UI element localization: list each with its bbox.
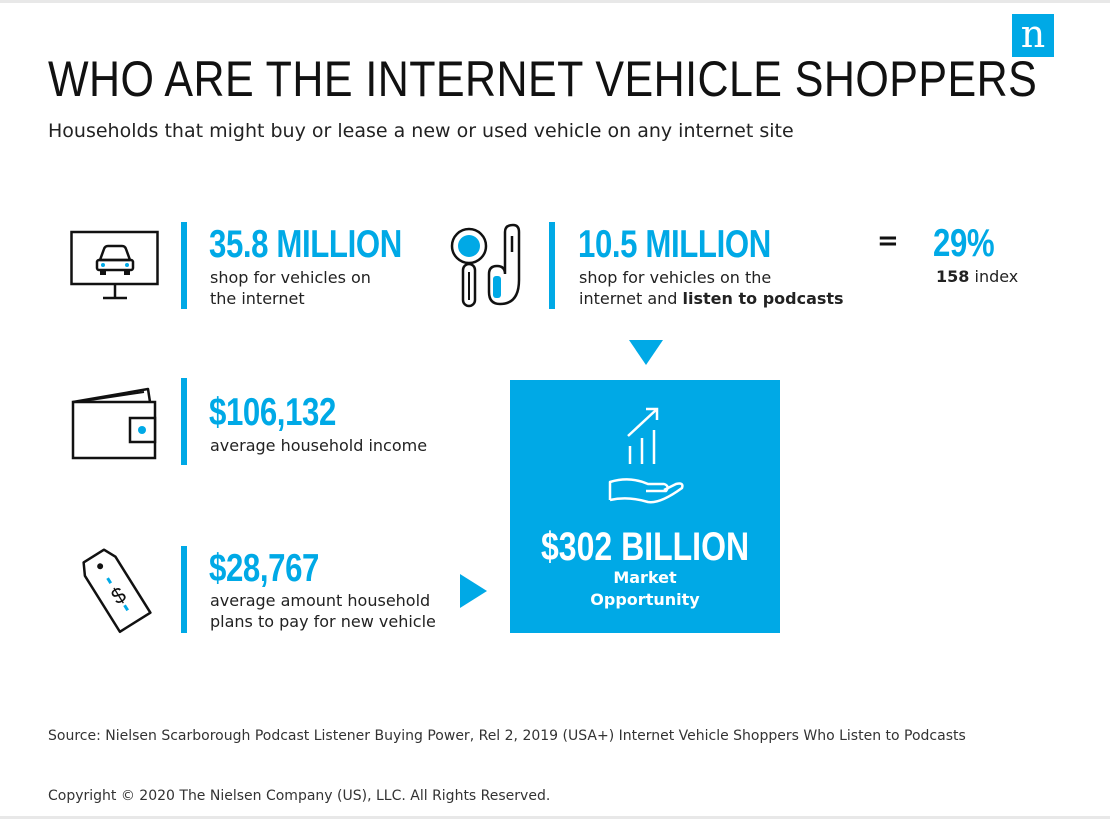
vehicle-spend-value: $28,767 (209, 547, 319, 590)
magnifier-earbud-icon (450, 223, 521, 308)
source-note: Source: Nielsen Scarborough Podcast List… (48, 728, 966, 744)
copyright-note: Copyright © 2020 The Nielsen Company (US… (48, 788, 551, 804)
share-percent: 29% (933, 222, 995, 265)
index-value: 158 index (936, 267, 1019, 286)
hand-growth-chart-icon (608, 407, 684, 504)
page-subtitle: Households that might buy or lease a new… (48, 120, 794, 142)
top-divider (0, 0, 1110, 3)
shoppers-description: shop for vehicles on the internet (210, 268, 371, 308)
price-tag-icon: $ (82, 548, 152, 634)
down-arrow-icon (629, 340, 663, 365)
right-arrow-icon (460, 574, 487, 608)
nielsen-logo: n (1012, 14, 1054, 57)
accent-bar (181, 222, 187, 309)
accent-bar (549, 222, 555, 309)
opportunity-value: $302 BILLION (540, 525, 750, 569)
vehicle-spend-description: average amount household plans to pay fo… (210, 591, 436, 631)
income-description: average household income (210, 436, 428, 455)
accent-bar (181, 546, 187, 633)
accent-bar (181, 378, 187, 465)
wallet-icon (71, 387, 157, 460)
podcast-value: 10.5 MILLION (578, 223, 771, 266)
monitor-car-icon (70, 230, 159, 300)
equals-sign: = (877, 226, 899, 256)
bottom-divider (0, 816, 1110, 819)
opportunity-label: Market Opportunity (590, 568, 700, 609)
shoppers-value: 35.8 MILLION (209, 223, 402, 266)
page-title: WHO ARE THE INTERNET VEHICLE SHOPPERS (48, 51, 1038, 107)
income-value: $106,132 (209, 391, 336, 434)
svg-text:$: $ (107, 582, 131, 610)
podcast-description: shop for vehicles on the internet and li… (579, 268, 844, 308)
market-opportunity-box: $302 BILLION Market Opportunity (510, 380, 780, 633)
